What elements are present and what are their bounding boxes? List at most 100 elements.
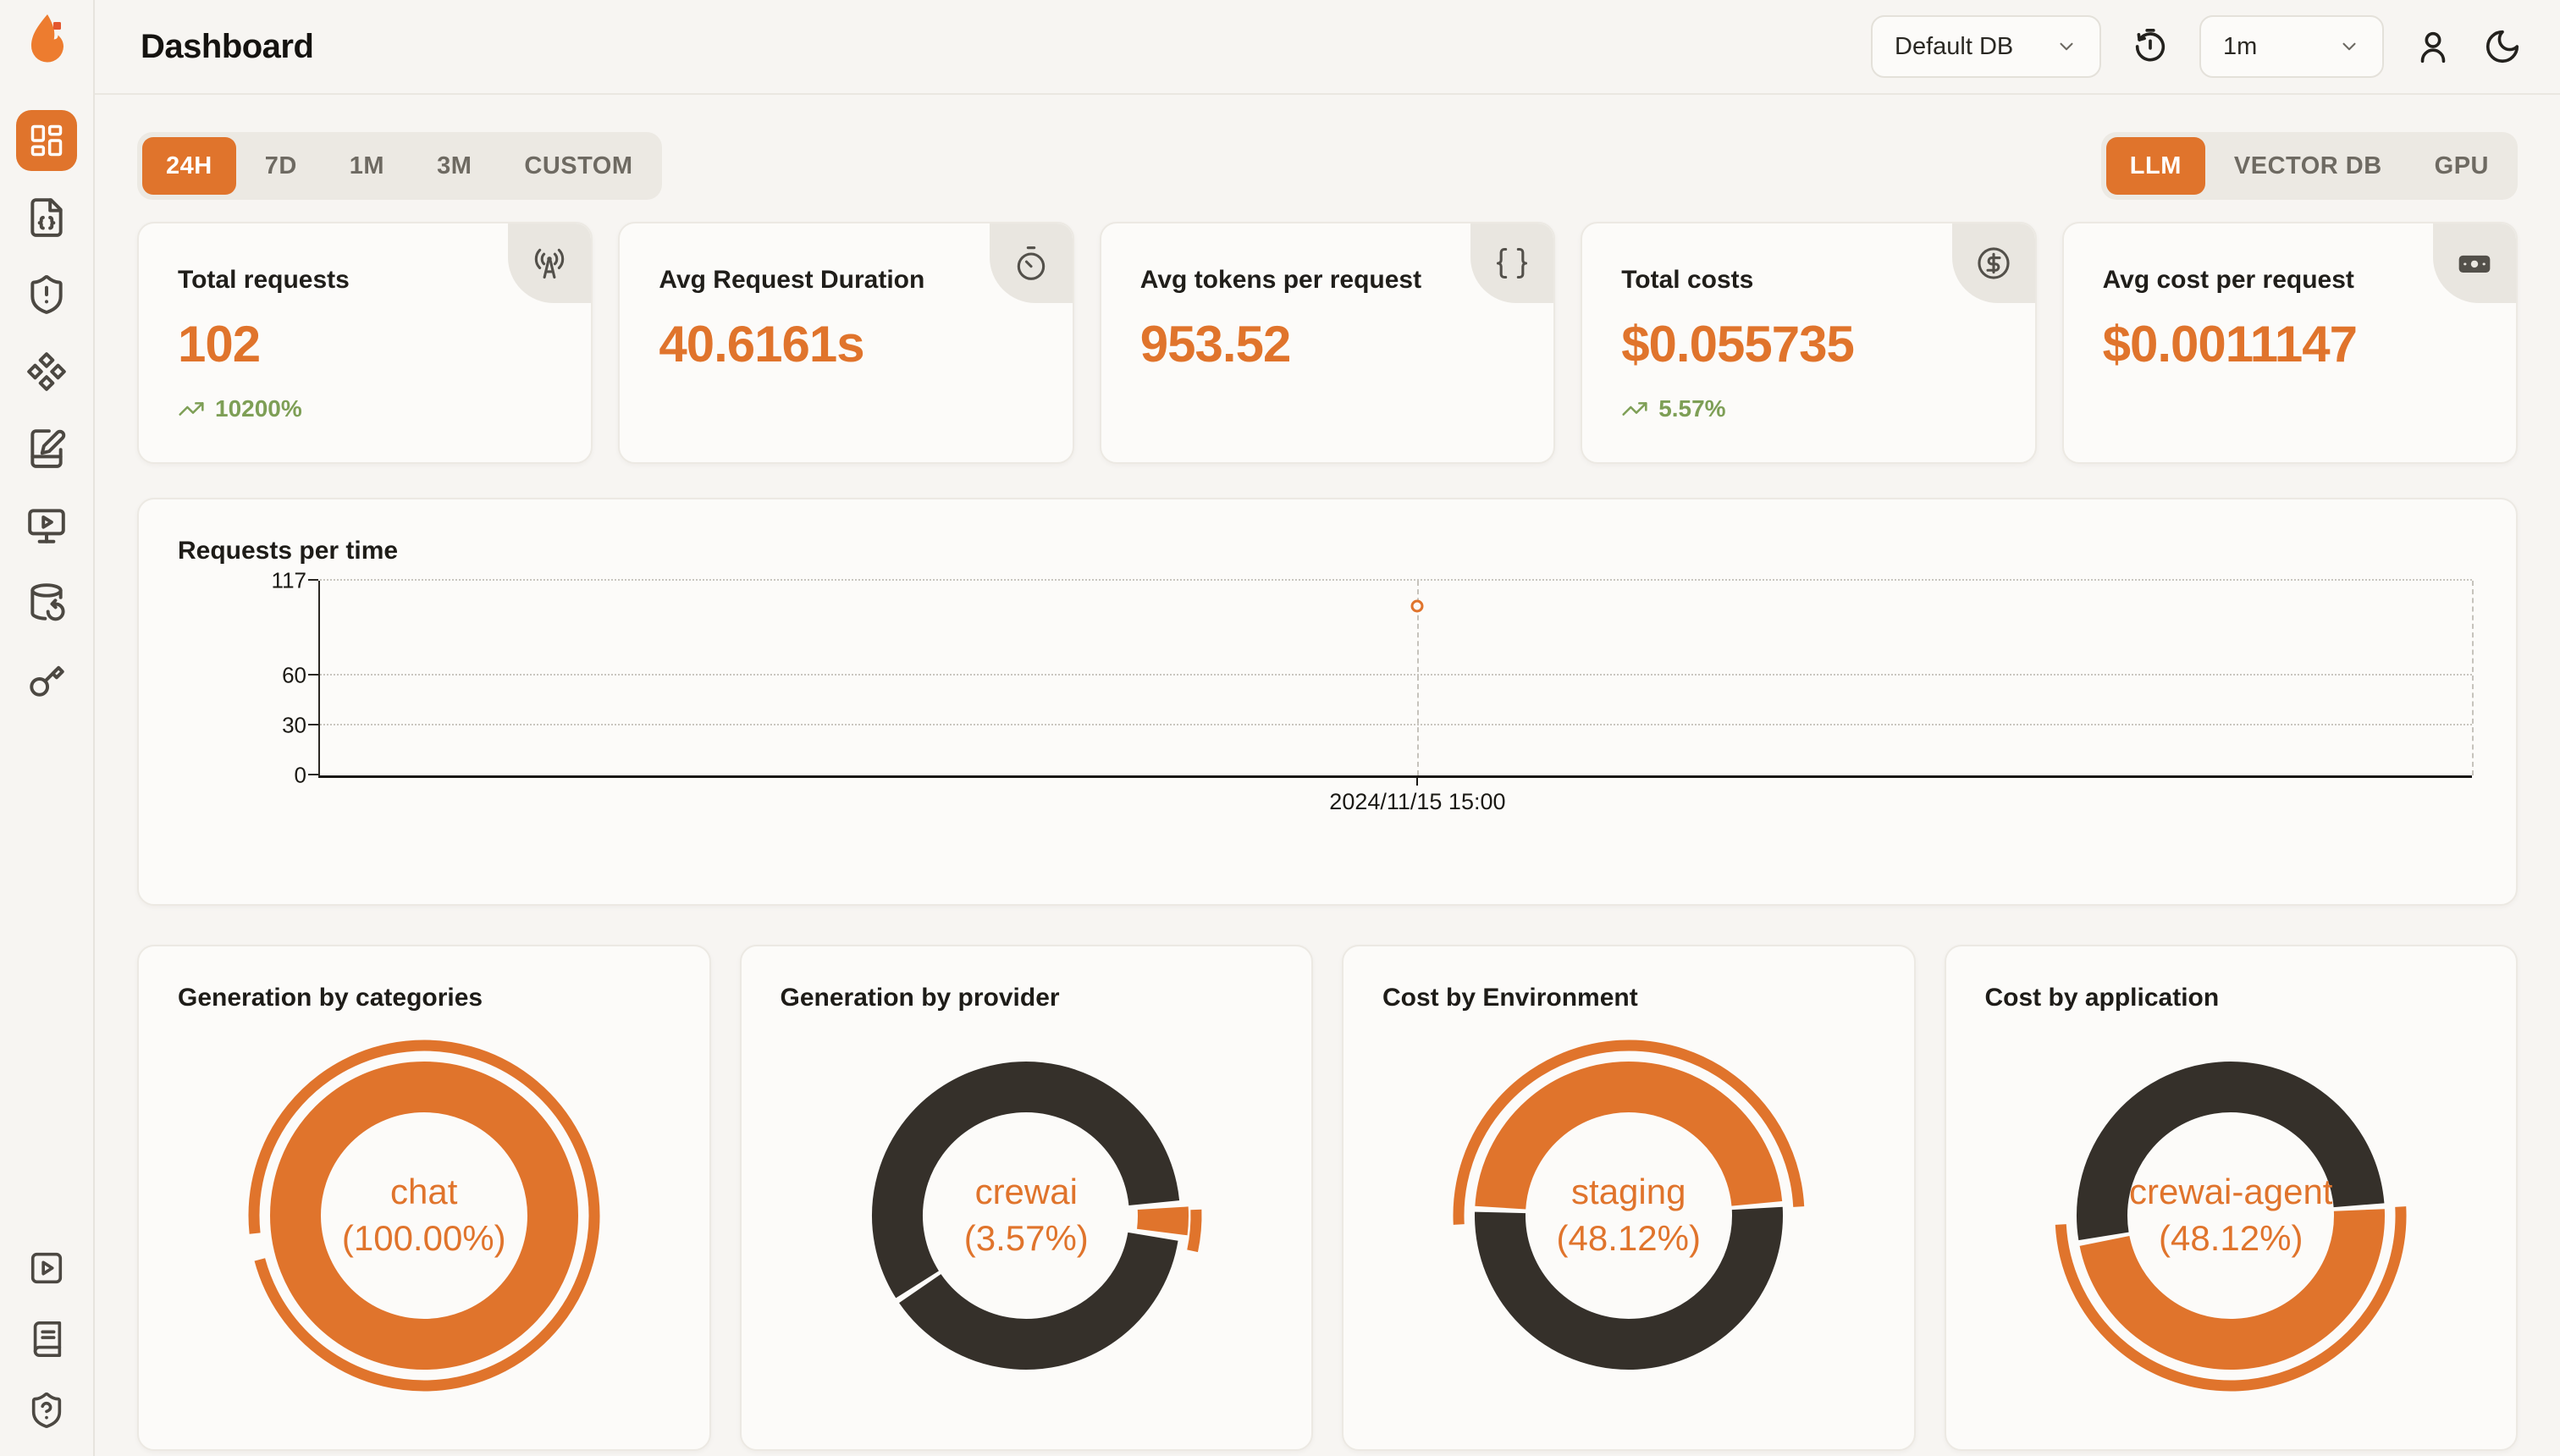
stat-badge	[1951, 223, 2035, 303]
sidebar-item-api-keys[interactable]	[16, 649, 77, 710]
stat-cards: Total requests 102 10200%	[137, 222, 2518, 464]
environment-donut-chart[interactable]	[1449, 1036, 1808, 1395]
cost-by-environment-card: Cost by Environment staging (48.12%)	[1342, 945, 1916, 1451]
cost-by-application-card: Cost by application crewai-agent (48.12%…	[1944, 945, 2518, 1451]
main-area: Dashboard Default DB 1m	[95, 0, 2560, 1456]
stat-delta: 5.57%	[1621, 395, 1995, 422]
sidebar-item-docs[interactable]	[19, 1312, 74, 1366]
file-code-icon	[30, 198, 63, 237]
database-select-value: Default DB	[1895, 32, 2014, 60]
donut-segment-unlabeled[interactable]	[1474, 1062, 1783, 1370]
donut-wrap: staging (48.12%)	[1449, 1036, 1808, 1395]
donut-wrap: crewai (3.57%)	[847, 1036, 1206, 1395]
tab-1m[interactable]: 1M	[326, 137, 408, 195]
sidebar-item-evaluations[interactable]	[16, 264, 77, 325]
y-axis-label: 60	[282, 662, 306, 688]
generation-by-categories-card: Generation by categories chat (100.00%)	[137, 945, 711, 1451]
categories-donut-chart[interactable]	[245, 1036, 604, 1395]
notebook-pen-icon	[30, 429, 66, 468]
donut-highlight-arc	[1453, 1040, 1805, 1392]
application-donut-chart[interactable]	[2051, 1036, 2410, 1395]
stat-delta: 10200%	[178, 395, 552, 422]
sidebar-item-annotations[interactable]	[16, 418, 77, 479]
stat-label: Total requests	[178, 266, 350, 294]
gridline	[320, 579, 2472, 581]
donut-segment-crewai-agent[interactable]	[2077, 1062, 2386, 1370]
donut-highlight-arc	[2055, 1040, 2407, 1392]
donut-segment-crewai[interactable]	[880, 1062, 1189, 1371]
tab-vector-db[interactable]: VECTOR DB	[2210, 137, 2406, 195]
stat-card-total-requests: Total requests 102 10200%	[137, 222, 593, 464]
donut-title: Cost by Environment	[1382, 984, 1638, 1012]
top-bar: Dashboard Default DB 1m	[95, 0, 2560, 95]
y-axis-label: 0	[294, 762, 306, 788]
stat-card-total-costs: Total costs $0.055735 5.57%	[1581, 222, 2037, 464]
stat-label: Avg Request Duration	[659, 266, 925, 294]
donut-segment-unlabeled-a[interactable]	[872, 1062, 1181, 1370]
tab-llm[interactable]: LLM	[2105, 137, 2205, 195]
donut-title: Generation by categories	[178, 984, 483, 1012]
layout-dashboard-icon	[30, 124, 63, 157]
y-axis-tick	[308, 674, 318, 676]
chevron-down-icon	[2060, 42, 2073, 51]
database-select[interactable]: Default DB	[1871, 15, 2101, 78]
tab-7d[interactable]: 7D	[241, 137, 321, 195]
plot-right-edge	[2472, 581, 2474, 775]
monitor-play-icon	[28, 509, 65, 543]
donut-segment-staging[interactable]	[1474, 1062, 1783, 1370]
donut-title: Cost by application	[1984, 984, 2220, 1012]
user-icon	[2420, 31, 2446, 63]
sidebar-nav	[16, 110, 77, 710]
tab-gpu[interactable]: GPU	[2411, 137, 2513, 195]
tab-custom[interactable]: CUSTOM	[500, 137, 656, 195]
stat-card-avg-cost: Avg cost per request $0.0011147	[2061, 222, 2518, 464]
stat-value: 102	[178, 316, 261, 372]
stat-value: 40.6161s	[659, 316, 864, 372]
tab-3m[interactable]: 3M	[413, 137, 495, 195]
y-axis-label: 30	[282, 712, 306, 738]
donut-wrap: crewai-agent (48.12%)	[2051, 1036, 2410, 1395]
refresh-interval-select[interactable]: 1m	[2199, 15, 2384, 78]
hover-crosshair-line	[1417, 581, 1420, 775]
book-icon	[33, 1321, 62, 1357]
refresh-timer-button[interactable]	[2130, 26, 2171, 67]
stat-delta-value: 5.57%	[1658, 395, 1726, 422]
sidebar-item-support[interactable]	[19, 1383, 74, 1437]
source-tabs: LLM VECTOR DB GPU	[2100, 132, 2518, 200]
component-diamonds-icon	[27, 352, 66, 391]
requests-line-chart[interactable]: 0 30 60 117 2024/11/15 15:00	[272, 568, 2474, 814]
sidebar-item-dashboard[interactable]	[16, 110, 77, 171]
provider-donut-chart[interactable]	[847, 1036, 1206, 1395]
moon-icon	[2486, 30, 2519, 63]
sidebar-item-datasets[interactable]	[16, 572, 77, 633]
sidebar-item-traces[interactable]	[16, 187, 77, 248]
y-axis-tick	[308, 724, 318, 726]
chart-title: Requests per time	[178, 537, 399, 565]
data-point-marker[interactable]	[1410, 599, 1424, 612]
sidebar-item-integrations[interactable]	[16, 341, 77, 402]
tab-24h[interactable]: 24H	[142, 137, 236, 195]
y-axis-tick	[308, 774, 318, 775]
sidebar-item-playground[interactable]	[16, 495, 77, 556]
donut-segment-unlabeled-b[interactable]	[848, 1038, 1204, 1393]
sidebar-item-demo[interactable]	[19, 1241, 74, 1295]
filter-row: 24H 7D 1M 3M CUSTOM LLM VECTOR DB GPU	[137, 132, 2518, 200]
stat-badge	[1470, 223, 1554, 303]
page-title: Dashboard	[141, 27, 314, 65]
braces-icon	[1497, 247, 1528, 279]
user-profile-button[interactable]	[2413, 26, 2453, 67]
dark-mode-toggle[interactable]	[2482, 26, 2523, 67]
stat-badge	[2433, 223, 2516, 303]
donut-highlight-arc	[850, 1040, 1202, 1392]
square-play-icon	[30, 1252, 63, 1284]
stat-value: $0.055735	[1621, 316, 1855, 372]
stat-badge	[508, 223, 592, 303]
banknote-icon	[2458, 255, 2491, 273]
x-axis-label: 2024/11/15 15:00	[1329, 789, 1506, 814]
donut-segment-chat[interactable]	[269, 1062, 578, 1370]
donut-segment-unlabeled[interactable]	[2077, 1062, 2386, 1370]
radio-tower-icon	[535, 248, 565, 279]
database-backup-icon	[30, 583, 65, 621]
app-logo-flame-icon[interactable]	[19, 12, 74, 66]
donut-title: Generation by provider	[780, 984, 1060, 1012]
